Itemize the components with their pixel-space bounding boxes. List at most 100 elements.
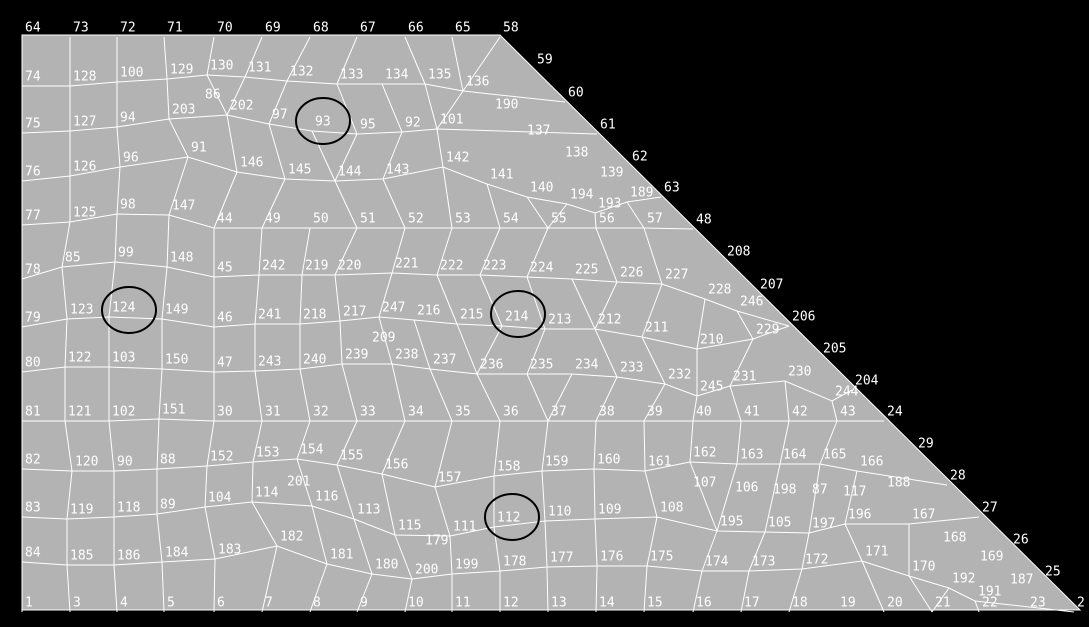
node-label: 159 [545, 455, 568, 470]
node-label: 92 [405, 116, 421, 131]
node-label: 55 [551, 212, 567, 227]
node-label: 133 [340, 68, 363, 83]
node-label: 231 [733, 370, 756, 385]
node-label: 225 [575, 263, 598, 278]
node-label: 34 [408, 405, 424, 420]
node-label: 183 [218, 543, 241, 558]
node-label: 238 [395, 348, 418, 363]
node-label: 205 [823, 342, 846, 357]
node-label: 107 [693, 476, 716, 491]
node-label: 47 [217, 356, 233, 371]
node-label: 20 [887, 596, 903, 611]
node-label: 86 [205, 88, 221, 103]
node-label: 145 [288, 163, 311, 178]
node-label: 58 [503, 21, 519, 36]
node-label: 70 [217, 21, 233, 36]
node-label: 230 [788, 365, 811, 380]
node-label: 182 [280, 530, 303, 545]
node-label: 125 [73, 206, 96, 221]
node-label: 98 [120, 198, 136, 213]
node-label: 72 [120, 21, 136, 36]
node-label: 64 [25, 21, 41, 36]
node-label: 229 [756, 323, 779, 338]
node-label: 112 [497, 511, 520, 526]
node-label: 174 [705, 555, 729, 570]
node-label: 29 [918, 437, 934, 452]
node-label: 36 [503, 405, 519, 420]
node-label: 41 [744, 405, 760, 420]
node-label: 122 [68, 351, 91, 366]
node-label: 77 [25, 209, 41, 224]
node-label: 175 [650, 550, 673, 565]
node-label: 73 [73, 21, 89, 36]
node-label: 43 [840, 405, 856, 420]
node-label: 27 [982, 501, 998, 516]
node-label: 168 [943, 531, 966, 546]
node-label: 54 [503, 212, 519, 227]
node-label: 227 [665, 268, 688, 283]
node-label: 65 [455, 21, 471, 36]
node-label: 186 [117, 549, 140, 564]
node-label: 150 [165, 353, 188, 368]
node-label: 198 [773, 483, 796, 498]
node-label: 224 [530, 261, 554, 276]
node-label: 30 [217, 405, 233, 420]
node-label: 151 [162, 403, 185, 418]
node-label: 130 [210, 59, 233, 74]
node-label: 180 [375, 558, 398, 573]
node-label: 35 [455, 405, 471, 420]
node-label: 39 [647, 405, 663, 420]
node-label: 38 [599, 405, 615, 420]
node-label: 157 [438, 471, 461, 486]
node-label: 126 [73, 160, 96, 175]
node-label: 105 [768, 516, 791, 531]
node-label: 84 [25, 546, 41, 561]
node-label: 170 [912, 560, 935, 575]
node-label: 119 [70, 503, 93, 518]
node-label: 12 [503, 596, 519, 611]
node-label: 66 [408, 21, 424, 36]
node-label: 113 [357, 503, 380, 518]
node-label: 56 [599, 212, 615, 227]
node-label: 246 [740, 295, 763, 310]
node-label: 99 [118, 246, 134, 261]
node-label: 96 [123, 151, 139, 166]
node-label: 244 [835, 385, 859, 400]
node-label: 220 [338, 259, 361, 274]
node-label: 163 [740, 448, 763, 463]
node-label: 76 [25, 165, 41, 180]
node-label: 61 [600, 118, 616, 133]
node-label: 37 [551, 405, 567, 420]
node-label: 60 [568, 86, 584, 101]
node-label: 215 [460, 308, 483, 323]
node-label: 173 [752, 555, 775, 570]
node-label: 48 [696, 213, 712, 228]
node-label: 239 [345, 348, 368, 363]
node-label: 16 [696, 596, 712, 611]
node-label: 17 [744, 596, 760, 611]
node-label: 50 [313, 212, 329, 227]
node-label: 160 [597, 453, 620, 468]
node-label: 97 [272, 108, 288, 123]
node-label: 167 [912, 508, 935, 523]
node-label: 155 [340, 449, 363, 464]
node-label: 68 [313, 21, 329, 36]
node-label: 219 [305, 259, 328, 274]
node-label: 109 [598, 503, 621, 518]
node-label: 172 [805, 553, 828, 568]
node-label: 128 [73, 70, 96, 85]
mesh-view: 6473727170696867666558596061626348208207… [0, 0, 1089, 627]
node-label: 110 [548, 505, 571, 520]
node-label: 74 [25, 70, 41, 85]
node-label: 137 [527, 124, 550, 139]
node-label: 161 [648, 455, 671, 470]
node-label: 9 [360, 596, 368, 611]
node-label: 3 [73, 596, 81, 611]
node-label: 120 [75, 455, 98, 470]
node-label: 190 [495, 98, 518, 113]
node-label: 42 [792, 405, 808, 420]
node-label: 81 [25, 405, 41, 420]
node-label: 162 [693, 446, 716, 461]
node-label: 28 [950, 469, 966, 484]
node-label: 241 [258, 308, 281, 323]
